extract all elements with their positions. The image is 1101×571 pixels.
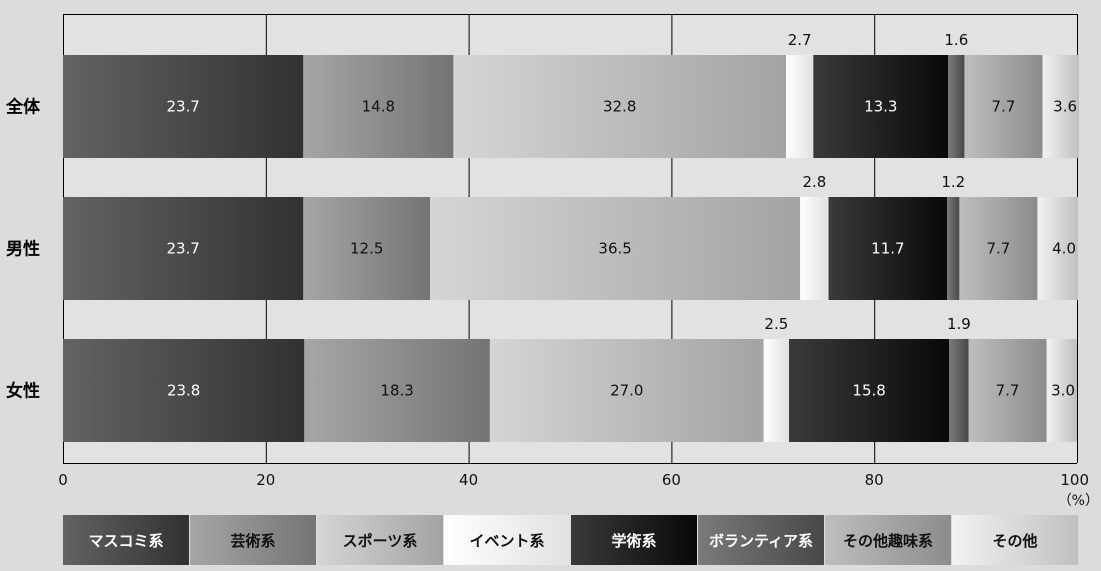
bar-segment: [1046, 339, 1077, 442]
bar-segment: [947, 197, 960, 300]
bar-segment: [453, 55, 786, 158]
legend-swatch: [698, 515, 824, 565]
legend-swatch: [63, 515, 189, 565]
x-tick-label: 60: [662, 471, 681, 489]
bar-segment: [304, 339, 490, 442]
legend-label: イベント系: [469, 532, 544, 550]
legend-swatch: [825, 515, 951, 565]
category-label: 女性: [6, 381, 40, 402]
data-label: 27.0: [610, 382, 643, 400]
data-label: 3.6: [1053, 98, 1077, 116]
x-axis-unit: （%）: [1058, 493, 1099, 509]
legend-swatch: [952, 515, 1078, 565]
x-tick-label: 0: [58, 471, 68, 489]
data-label: 13.3: [864, 98, 897, 116]
bar-segment: [303, 55, 454, 158]
data-label: 2.5: [764, 315, 788, 333]
legend-swatch: [444, 515, 570, 565]
bar-segment: [489, 339, 764, 442]
data-label: 32.8: [603, 98, 636, 116]
bar-segment: [763, 339, 790, 442]
bar-segment: [63, 55, 304, 158]
data-label: 14.8: [362, 98, 395, 116]
legend-label: 学術系: [611, 532, 656, 550]
bar-segment: [785, 55, 814, 158]
legend-swatch: [317, 515, 443, 565]
bar-segment: [828, 197, 948, 300]
data-label: 2.8: [802, 173, 826, 191]
bar-segment: [959, 197, 1038, 300]
bar-segment: [968, 339, 1047, 442]
category-label: 男性: [6, 239, 40, 260]
data-label: 23.7: [166, 98, 199, 116]
bar-segment: [800, 197, 829, 300]
data-label: 1.2: [941, 173, 965, 191]
x-tick-label: 20: [256, 471, 275, 489]
x-tick-label: 100: [1060, 471, 1089, 489]
legend: マスコミ系 芸術系 スポーツ系 イベント系 学術系 ボランティア系 その他趣味系 その他: [63, 515, 1078, 565]
legend-label: マスコミ系: [88, 532, 163, 550]
data-label: 1.9: [947, 315, 971, 333]
legend-swatch: [190, 515, 316, 565]
legend-label: スポーツ系: [343, 532, 418, 550]
legend-label: その他趣味系: [843, 532, 933, 550]
legend-label: 芸術系: [230, 532, 275, 550]
data-label: 3.0: [1051, 382, 1075, 400]
data-label: 15.8: [852, 382, 885, 400]
data-label: 23.7: [166, 240, 199, 258]
bar-segment: [63, 339, 305, 442]
data-label: 7.7: [992, 98, 1016, 116]
data-label: 1.6: [944, 31, 968, 49]
x-tick-label: 40: [459, 471, 478, 489]
data-label: 23.8: [167, 382, 200, 400]
data-label: 2.7: [788, 31, 812, 49]
data-label: 7.7: [986, 240, 1010, 258]
data-label: 36.5: [598, 240, 631, 258]
data-label: 11.7: [871, 240, 904, 258]
bar-segment: [430, 197, 801, 300]
data-label: 12.5: [350, 240, 383, 258]
x-axis: 0 20 40 60 80 100 （%）: [58, 471, 1099, 509]
data-label: 7.7: [996, 382, 1020, 400]
data-label: 4.0: [1052, 240, 1076, 258]
bar-segment: [789, 339, 950, 442]
bars: [63, 55, 1080, 442]
bar-segment: [949, 339, 969, 442]
bar-segment: [1042, 55, 1080, 158]
category-label: 全体: [5, 97, 41, 118]
legend-label: その他: [992, 532, 1037, 550]
legend-label: ボランティア系: [709, 532, 813, 550]
data-label: 18.3: [380, 382, 413, 400]
x-tick-label: 80: [865, 471, 884, 489]
bar-segment: [948, 55, 965, 158]
bar-segment: [1037, 197, 1079, 300]
bar-segment: [964, 55, 1043, 158]
legend-swatch: [571, 515, 697, 565]
bar-segment: [63, 197, 304, 300]
segment-labels: 23.7 14.8 32.8 2.7 13.3 1.6 7.7 3.6 23.7 12.5 36.5…: [166, 31, 1077, 400]
bar-segment: [813, 55, 949, 158]
bar-segment: [303, 197, 431, 300]
